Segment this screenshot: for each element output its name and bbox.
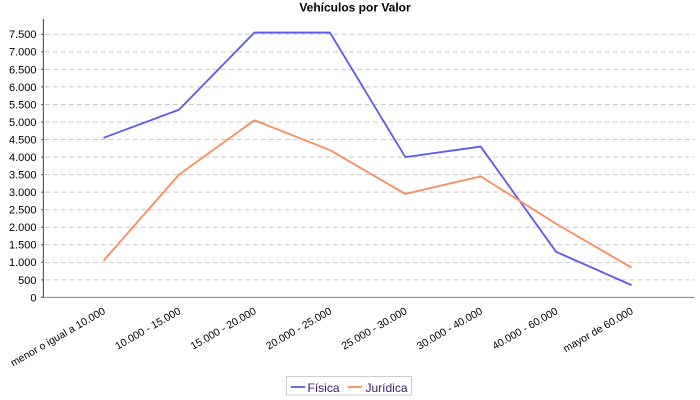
svg-text:Jurídica: Jurídica: [366, 381, 408, 395]
svg-text:4.000: 4.000: [9, 152, 37, 164]
svg-text:500: 500: [18, 275, 36, 287]
svg-text:Física: Física: [308, 381, 340, 395]
svg-text:Vehículos por Valor: Vehículos por Valor: [299, 0, 411, 14]
svg-text:1.500: 1.500: [9, 240, 37, 252]
svg-text:6.000: 6.000: [9, 82, 37, 94]
svg-text:0: 0: [30, 292, 36, 304]
svg-text:2.500: 2.500: [9, 205, 37, 217]
svg-text:7.000: 7.000: [9, 47, 37, 59]
svg-text:7.500: 7.500: [9, 29, 37, 41]
svg-text:2.000: 2.000: [9, 222, 37, 234]
svg-text:3.500: 3.500: [9, 170, 37, 182]
svg-text:1.000: 1.000: [9, 257, 37, 269]
svg-text:5.500: 5.500: [9, 99, 37, 111]
svg-text:6.500: 6.500: [9, 64, 37, 76]
svg-text:4.500: 4.500: [9, 134, 37, 146]
svg-text:3.000: 3.000: [9, 187, 37, 199]
svg-text:5.000: 5.000: [9, 117, 37, 129]
